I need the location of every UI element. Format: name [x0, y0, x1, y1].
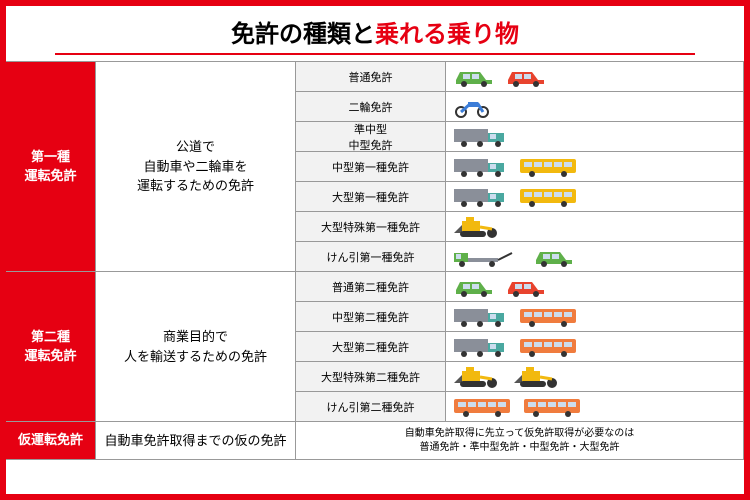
title-prefix: 免許の種類と	[231, 21, 375, 48]
dozer-icon	[512, 365, 564, 389]
license-cell: 大型第二種免許	[296, 332, 446, 362]
provisional-note: 自動車免許取得に先立って仮免許取得が必要なのは普通免許・準中型免許・中型免許・大…	[296, 422, 744, 460]
truck-icon	[452, 185, 510, 209]
moto-icon	[452, 96, 492, 118]
description-cell: 自動車免許取得までの仮の免許	[96, 422, 296, 460]
vehicle-cell	[446, 392, 744, 422]
license-table: 第一種 運転免許公道で 自動車や二輪車を 運転するための免許普通免許二輪免許準中…	[6, 61, 744, 460]
car-icon	[452, 276, 496, 298]
vehicle-cell	[446, 182, 744, 212]
vehicle-cell	[446, 302, 744, 332]
vehicle-cell	[446, 122, 744, 152]
vehicle-cell	[446, 62, 744, 92]
car-icon	[452, 66, 496, 88]
description-cell: 公道で 自動車や二輪車を 運転するための免許	[96, 62, 296, 272]
vehicle-cell	[446, 332, 744, 362]
vehicle-cell	[446, 152, 744, 182]
vehicle-cell	[446, 362, 744, 392]
bus-icon	[522, 395, 584, 419]
car-icon	[504, 276, 548, 298]
category-cell: 第二種 運転免許	[6, 272, 96, 422]
title: 免許の種類と乗れる乗り物	[6, 6, 744, 53]
license-cell: 普通第二種免許	[296, 272, 446, 302]
license-cell: 二輪免許	[296, 92, 446, 122]
bus-icon	[518, 155, 580, 179]
bus-icon	[518, 185, 580, 209]
truck-icon	[452, 335, 510, 359]
license-cell: 普通免許	[296, 62, 446, 92]
bus-icon	[518, 305, 580, 329]
dozer-icon	[452, 215, 504, 239]
title-underline	[55, 53, 695, 55]
description-cell: 商業目的で 人を輸送するための免許	[96, 272, 296, 422]
license-cell: 準中型 中型免許	[296, 122, 446, 152]
license-cell: 大型特殊第二種免許	[296, 362, 446, 392]
vehicle-cell	[446, 212, 744, 242]
license-cell: 大型第一種免許	[296, 182, 446, 212]
bus-icon	[452, 395, 514, 419]
category-cell: 仮運転免許	[6, 422, 96, 460]
vehicle-cell	[446, 272, 744, 302]
license-cell: 大型特殊第一種免許	[296, 212, 446, 242]
bus-icon	[518, 335, 580, 359]
dozer-icon	[452, 365, 504, 389]
car-icon	[504, 66, 548, 88]
category-cell: 第一種 運転免許	[6, 62, 96, 272]
license-cell: けん引第二種免許	[296, 392, 446, 422]
tow-icon	[452, 245, 524, 269]
license-cell: けん引第一種免許	[296, 242, 446, 272]
truck-icon	[452, 305, 510, 329]
license-cell: 中型第一種免許	[296, 152, 446, 182]
vehicle-cell	[446, 92, 744, 122]
car-icon	[532, 246, 576, 268]
title-accent: 乗れる乗り物	[375, 21, 519, 48]
vehicle-cell	[446, 242, 744, 272]
license-cell: 中型第二種免許	[296, 302, 446, 332]
infographic-frame: 免許の種類と乗れる乗り物 第一種 運転免許公道で 自動車や二輪車を 運転するため…	[0, 0, 750, 500]
truck-icon	[452, 155, 510, 179]
truck-icon	[452, 125, 510, 149]
